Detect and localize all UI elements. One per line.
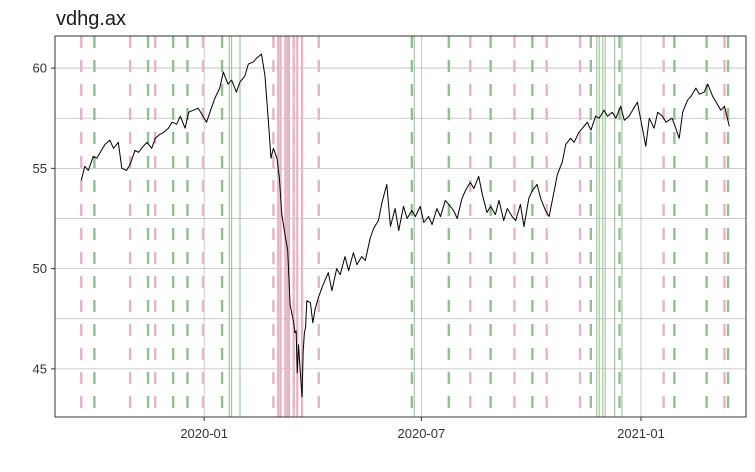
- axis-layer: 45 50 55 60 2020-01 2020-07 2021-01: [33, 61, 665, 441]
- x-tick-label: 2020-01: [180, 426, 228, 441]
- vertical-event-lines: [80, 36, 730, 417]
- y-tick-label: 50: [33, 261, 47, 276]
- y-tick-label: 45: [33, 361, 47, 376]
- plot-panel-background: [55, 36, 746, 417]
- price-series-line: [80, 53, 730, 398]
- plot-panel-border: [54, 35, 747, 418]
- x-tick-label: 2021-01: [617, 426, 665, 441]
- y-tick-label: 55: [33, 161, 47, 176]
- x-tick-label: 2020-07: [398, 426, 446, 441]
- y-tick-label: 60: [33, 61, 47, 76]
- series-layer: [80, 53, 730, 398]
- grid-lines: [55, 36, 746, 417]
- chart-title: vdhg.ax: [56, 8, 127, 30]
